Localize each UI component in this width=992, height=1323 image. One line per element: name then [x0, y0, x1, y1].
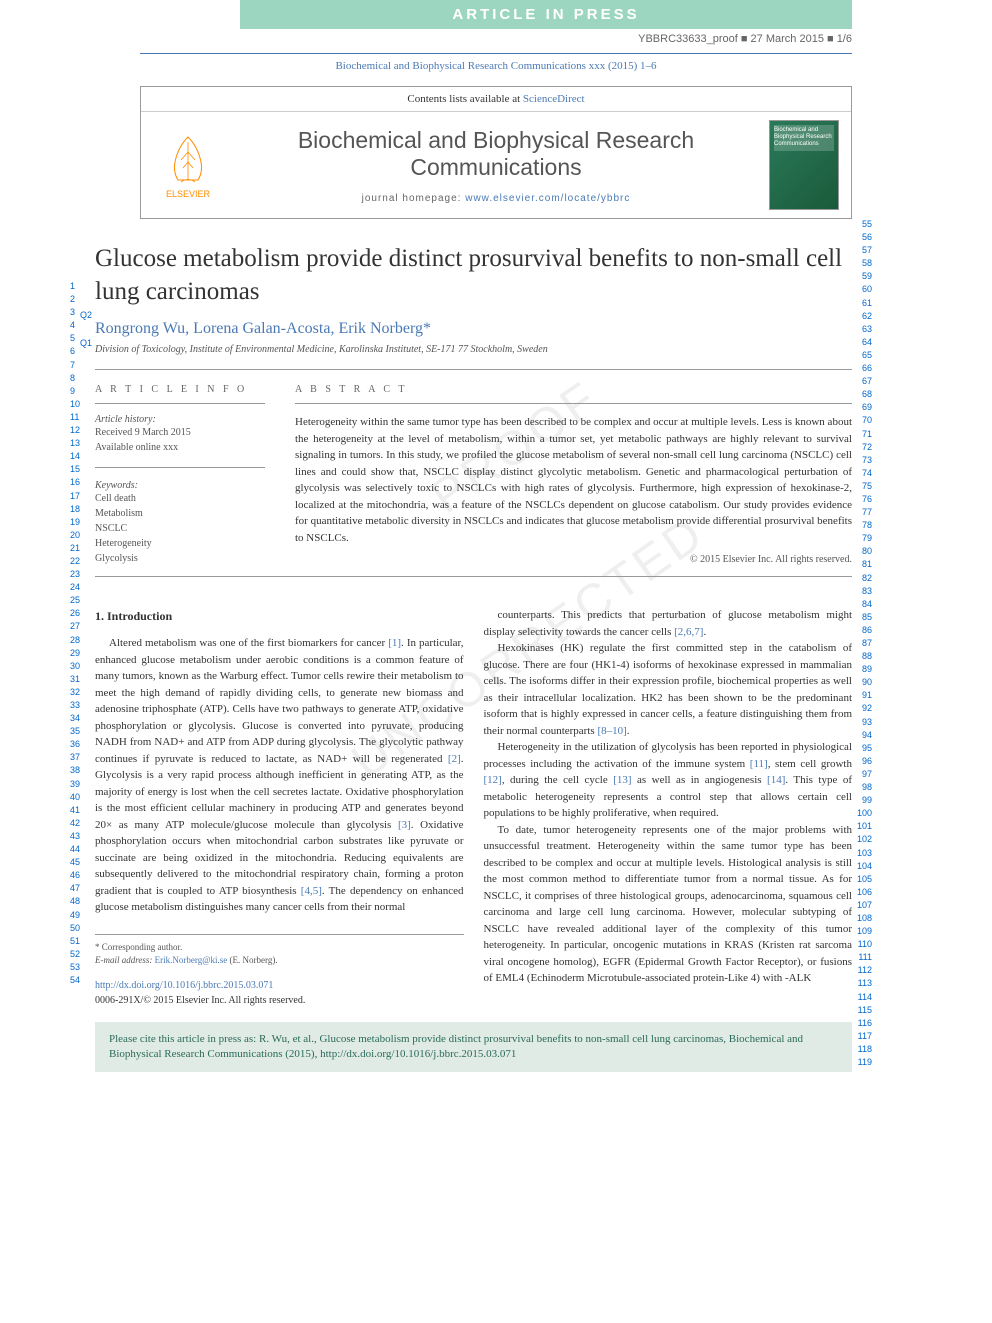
elsevier-label: ELSEVIER [166, 189, 210, 199]
citation-box: Please cite this article in press as: R.… [95, 1022, 852, 1073]
keyword-4: Glycolysis [95, 551, 265, 566]
article-info-column: A R T I C L E I N F O Article history: R… [95, 384, 265, 566]
abstract-text: Heterogeneity within the same tumor type… [295, 414, 852, 546]
header-main: ELSEVIER Biochemical and Biophysical Res… [141, 112, 851, 218]
info-heading: A R T I C L E I N F O [95, 384, 265, 404]
header-center: Biochemical and Biophysical Research Com… [223, 127, 769, 204]
abstract-column: A B S T R A C T Heterogeneity within the… [295, 384, 852, 566]
keyword-3: Heterogeneity [95, 536, 265, 551]
email-name: (E. Norberg). [227, 955, 277, 965]
issn-line: 0006-291X/© 2015 Elsevier Inc. All right… [95, 993, 464, 1008]
footer-info: * Corresponding author. E-mail address: … [95, 934, 464, 968]
info-abstract-row: A R T I C L E I N F O Article history: R… [95, 384, 852, 566]
body-columns: 1. Introduction Altered metabolism was o… [95, 607, 852, 1008]
email-label: E-mail address: [95, 955, 155, 965]
sciencedirect-link[interactable]: ScienceDirect [523, 93, 585, 105]
elsevier-tree-icon [163, 132, 213, 187]
keywords-label: Keywords: [95, 480, 265, 491]
article-in-press-banner: ARTICLE IN PRESS [240, 0, 852, 29]
doi-section: http://dx.doi.org/10.1016/j.bbrc.2015.03… [95, 978, 464, 1008]
abstract-copyright: © 2015 Elsevier Inc. All rights reserved… [295, 554, 852, 565]
homepage-label: journal homepage: [362, 193, 466, 204]
journal-homepage: journal homepage: www.elsevier.com/locat… [223, 193, 769, 204]
doi-link[interactable]: http://dx.doi.org/10.1016/j.bbrc.2015.03… [95, 980, 273, 991]
authors: Rongrong Wu, Lorena Galan-Acosta, Erik N… [95, 320, 852, 338]
keyword-1: Metabolism [95, 506, 265, 521]
journal-name: Biochemical and Biophysical Research Com… [223, 127, 769, 181]
main-content: Glucose metabolism provide distinct pros… [95, 243, 852, 1008]
homepage-link[interactable]: www.elsevier.com/locate/ybbrc [465, 193, 630, 204]
col1-p1: Altered metabolism was one of the first … [95, 635, 464, 916]
author-list: Rongrong Wu, Lorena Galan-Acosta, Erik N… [95, 320, 423, 337]
col2-p2: Hexokinases (HK) regulate the first comm… [484, 640, 853, 739]
col2-p4: To date, tumor heterogeneity represents … [484, 822, 853, 987]
corresp-marker: * [423, 320, 431, 337]
left-line-numbers: 1234567891011121314151617181920212223242… [70, 280, 80, 987]
right-line-numbers: 5556575859606162636465666768697071727374… [857, 218, 872, 1069]
keyword-0: Cell death [95, 491, 265, 506]
col2-p1: counterparts. This predicts that perturb… [484, 607, 853, 640]
contents-text: Contents lists available at [407, 93, 522, 105]
body-column-right: counterparts. This predicts that perturb… [484, 607, 853, 1008]
proof-info: YBBRC33633_proof ■ 27 March 2015 ■ 1/6 [0, 29, 992, 53]
section-heading: 1. Introduction [95, 607, 464, 625]
journal-header-box: Contents lists available at ScienceDirec… [140, 86, 852, 219]
email-link[interactable]: Erik.Norberg@ki.se [155, 955, 228, 965]
divider-2 [95, 576, 852, 577]
q2-marker: Q2 [80, 310, 92, 320]
online-date: Available online xxx [95, 440, 265, 455]
journal-cover-thumbnail: Biochemical and Biophysical Research Com… [769, 120, 839, 210]
keyword-2: NSCLC [95, 521, 265, 536]
corresp-author-label: * Corresponding author. [95, 941, 464, 955]
q1-marker: Q1 [80, 338, 92, 348]
cover-text: Biochemical and Biophysical Research Com… [770, 121, 838, 155]
journal-reference: Biochemical and Biophysical Research Com… [140, 53, 852, 78]
history-label: Article history: [95, 414, 265, 425]
elsevier-logo: ELSEVIER [153, 125, 223, 205]
abstract-heading: A B S T R A C T [295, 384, 852, 404]
body-column-left: 1. Introduction Altered metabolism was o… [95, 607, 464, 1008]
keywords-section: Keywords: Cell death Metabolism NSCLC He… [95, 467, 265, 566]
col2-p3: Heterogeneity in the utilization of glyc… [484, 739, 853, 822]
email-line: E-mail address: Erik.Norberg@ki.se (E. N… [95, 954, 464, 968]
received-date: Received 9 March 2015 [95, 425, 265, 440]
divider [95, 369, 852, 370]
article-title: Glucose metabolism provide distinct pros… [95, 243, 852, 308]
affiliation: Division of Toxicology, Institute of Env… [95, 344, 852, 355]
header-top: Contents lists available at ScienceDirec… [141, 87, 851, 112]
